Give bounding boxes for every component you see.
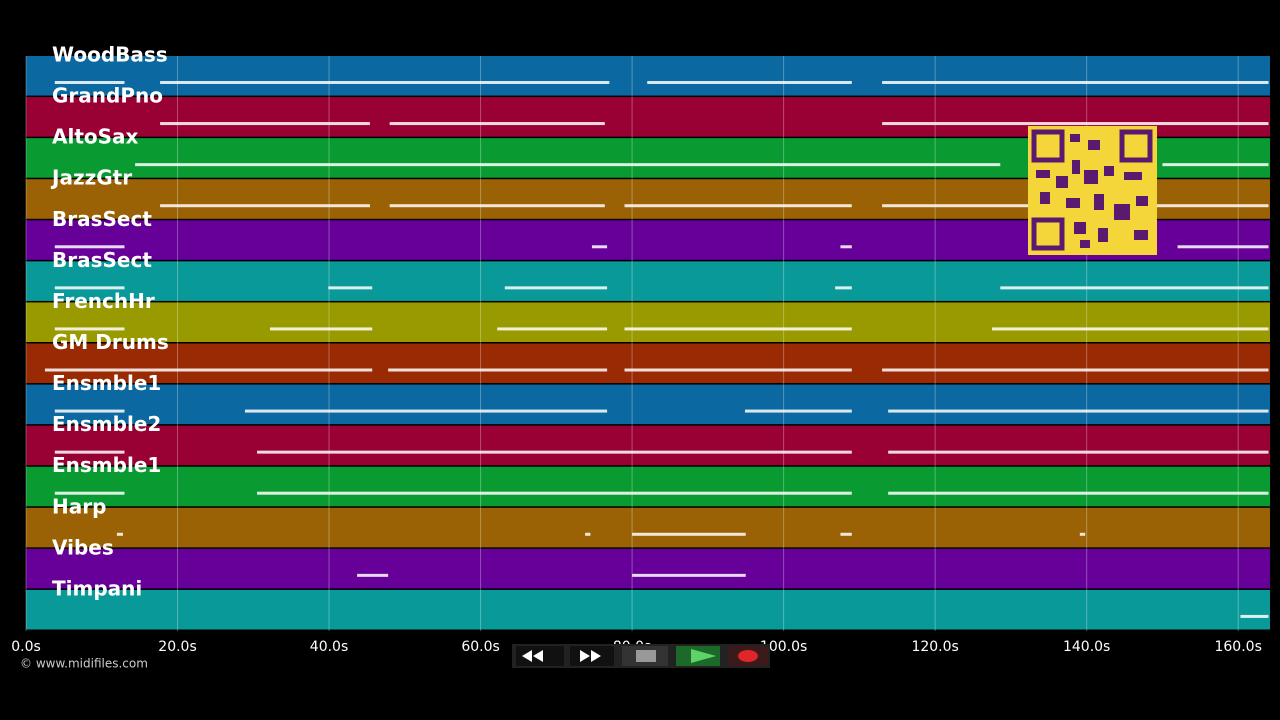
note [504, 286, 608, 290]
track-label: WoodBass [52, 43, 168, 67]
note [991, 327, 1269, 331]
note [54, 491, 125, 495]
track-label: BrasSect [52, 207, 152, 231]
rewind-button[interactable] [516, 646, 564, 666]
qr-finder [1031, 217, 1065, 251]
qr-finder [1119, 129, 1153, 163]
x-tick-label: 160.0s [1214, 639, 1261, 655]
note [888, 491, 1269, 495]
track-label: Vibes [52, 535, 114, 559]
note [389, 122, 605, 126]
note [54, 327, 125, 331]
note [632, 573, 746, 577]
note [160, 204, 370, 208]
note [357, 573, 389, 577]
track-label: Ensmble1 [52, 453, 161, 477]
note [1162, 163, 1269, 167]
x-tick-label: 60.0s [461, 639, 499, 655]
qr-code [1028, 126, 1157, 255]
x-tick-label: 120.0s [911, 639, 958, 655]
note [328, 286, 373, 290]
track-label: JazzGtr [50, 166, 132, 190]
track-row [26, 466, 1270, 507]
note [888, 450, 1269, 454]
note [624, 327, 852, 331]
track-row [26, 56, 1270, 96]
qr-modules [1036, 134, 1148, 248]
track-label: BrasSect [52, 248, 152, 272]
note [840, 245, 852, 249]
stop-button[interactable] [622, 646, 668, 666]
forward-button[interactable] [570, 646, 614, 666]
track-label: GM Drums [52, 330, 169, 354]
note [116, 532, 123, 536]
transport-controls [512, 644, 770, 668]
note [1079, 532, 1086, 536]
note [624, 368, 852, 372]
note [54, 81, 125, 84]
note [497, 327, 608, 331]
note [585, 532, 591, 536]
note [744, 409, 852, 413]
track-row [26, 384, 1270, 425]
note [591, 245, 608, 249]
note [257, 491, 852, 495]
note [389, 204, 605, 208]
x-tick-label: 0.0s [11, 639, 41, 655]
track-label: GrandPno [52, 84, 163, 108]
note [882, 368, 1269, 372]
track-label: FrenchHr [52, 289, 155, 313]
credit: © www.midifiles.com [20, 657, 148, 671]
track-label: Ensmble1 [52, 371, 161, 395]
note [835, 286, 852, 290]
note [632, 532, 746, 536]
track-row [26, 507, 1270, 548]
x-tick-label: 20.0s [158, 639, 196, 655]
note [882, 122, 1269, 126]
note [54, 286, 125, 290]
note [44, 368, 373, 372]
note [54, 245, 125, 249]
note [160, 122, 370, 126]
track-row [26, 261, 1270, 301]
note [388, 368, 608, 372]
note [244, 409, 608, 413]
note [257, 450, 852, 454]
note [882, 81, 1269, 84]
note [1000, 286, 1269, 290]
track-row [26, 425, 1270, 466]
note [54, 409, 125, 413]
x-tick-label: 140.0s [1063, 639, 1110, 655]
record-button[interactable] [728, 646, 768, 666]
note [647, 81, 852, 84]
note [624, 204, 852, 208]
x-tick-label: 100.0s [760, 639, 807, 655]
note [1240, 614, 1269, 618]
track-row [26, 589, 1270, 630]
track-label: Harp [52, 494, 106, 518]
note [888, 409, 1269, 413]
x-tick-label: 40.0s [310, 639, 348, 655]
track-row [26, 302, 1270, 342]
note [840, 532, 852, 536]
note [160, 81, 610, 84]
note [1177, 245, 1269, 249]
track-label: Ensmble2 [52, 412, 161, 436]
track-label: AltoSax [52, 125, 139, 149]
track-labels: WoodBass GrandPno AltoSax JazzGtr BrasSect Br… [50, 43, 169, 601]
note [269, 327, 373, 331]
qr-finder [1031, 129, 1065, 163]
note [135, 163, 1001, 167]
track-label: Timpani [52, 576, 142, 600]
play-button[interactable] [676, 646, 720, 666]
track-row [26, 548, 1270, 589]
note [54, 450, 125, 454]
track-row [26, 343, 1270, 384]
